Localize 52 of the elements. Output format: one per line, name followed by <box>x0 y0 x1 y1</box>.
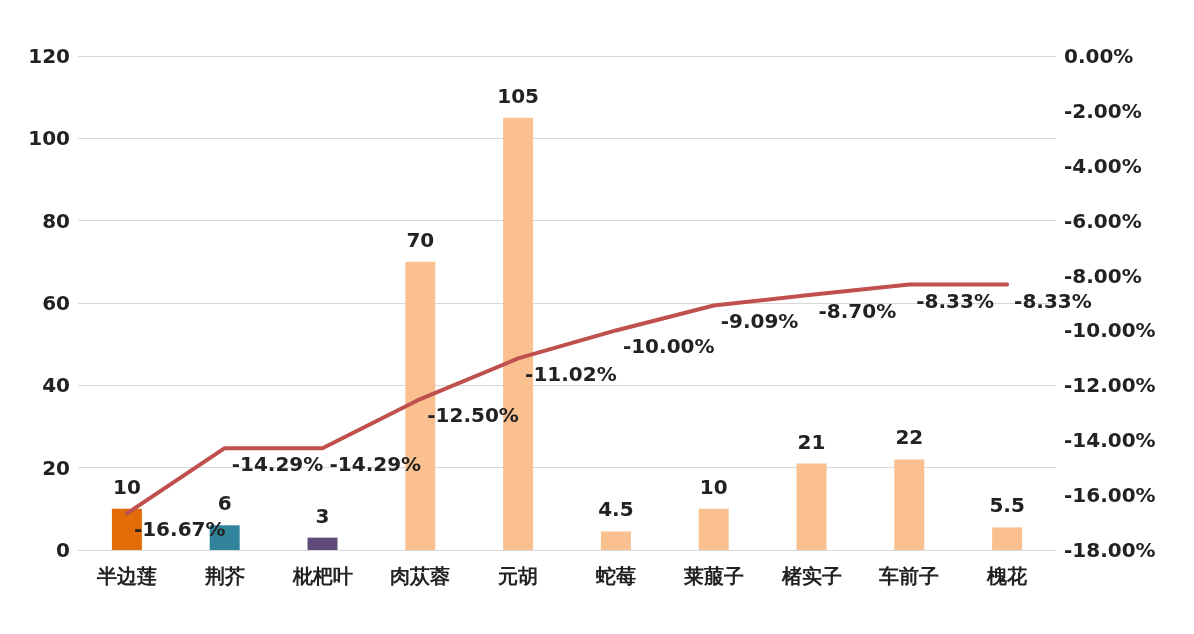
x-tick-label: 楮实子 <box>780 564 842 588</box>
x-tick-label: 车前子 <box>878 564 940 588</box>
data-label: -12.50% <box>427 403 519 428</box>
y2-tick-label: -2.00% <box>1064 98 1142 123</box>
y-tick-label: 40 <box>42 373 70 398</box>
bar <box>992 527 1023 550</box>
data-label: 10 <box>112 474 141 499</box>
x-tick-label: 枇杷叶 <box>291 564 353 588</box>
data-label: 10 <box>699 474 728 499</box>
data-label: -11.02% <box>525 362 617 387</box>
x-tick-label: 元胡 <box>497 564 539 588</box>
data-label: -14.29% <box>231 452 324 477</box>
data-label: -10.00% <box>622 334 715 359</box>
data-label: 21 <box>797 429 826 454</box>
data-label: 6 <box>217 491 232 516</box>
data-label: -9.09% <box>720 309 799 334</box>
data-label: -8.70% <box>818 298 897 323</box>
x-tick-label: 莱菔子 <box>682 564 744 588</box>
bar <box>698 508 729 550</box>
x-tick-label: 槐花 <box>986 564 1029 588</box>
y2-tick-label: -8.00% <box>1064 263 1142 288</box>
y-tick-label: 120 <box>28 44 70 68</box>
y2-tick-label: -6.00% <box>1064 208 1142 233</box>
y-tick-label: 0 <box>56 538 70 562</box>
bar <box>796 463 827 550</box>
y-tick-label: 20 <box>42 455 70 480</box>
x-tick-label: 蛇莓 <box>594 564 636 588</box>
y-tick-label: 100 <box>28 126 70 151</box>
data-label: 105 <box>497 83 539 108</box>
y2-tick-label: 0.00% <box>1064 44 1134 68</box>
x-tick-label: 半边莲 <box>95 564 157 588</box>
x-tick-label: 荆芥 <box>203 564 245 588</box>
bar <box>307 537 338 550</box>
bar <box>600 531 631 550</box>
data-label: 5.5 <box>989 493 1025 518</box>
y-tick-label: 80 <box>42 208 70 233</box>
x-tick-label: 肉苁蓉 <box>390 564 451 588</box>
data-label: 3 <box>315 503 330 528</box>
y2-tick-label: -14.00% <box>1064 428 1156 453</box>
data-label: 22 <box>895 425 924 450</box>
data-label: 4.5 <box>598 497 634 522</box>
y2-tick-label: -16.00% <box>1064 483 1156 508</box>
data-label: 70 <box>406 227 435 252</box>
bar <box>894 459 925 550</box>
data-label: -8.33% <box>1014 288 1092 313</box>
data-label: -8.33% <box>916 288 994 313</box>
y2-tick-label: -12.00% <box>1064 373 1156 398</box>
y2-tick-label: -4.00% <box>1064 153 1142 178</box>
y2-tick-label: -18.00% <box>1064 538 1156 562</box>
y2-tick-label: -10.00% <box>1064 318 1156 343</box>
y-tick-label: 60 <box>42 291 70 315</box>
data-label: -14.29% <box>329 452 422 477</box>
